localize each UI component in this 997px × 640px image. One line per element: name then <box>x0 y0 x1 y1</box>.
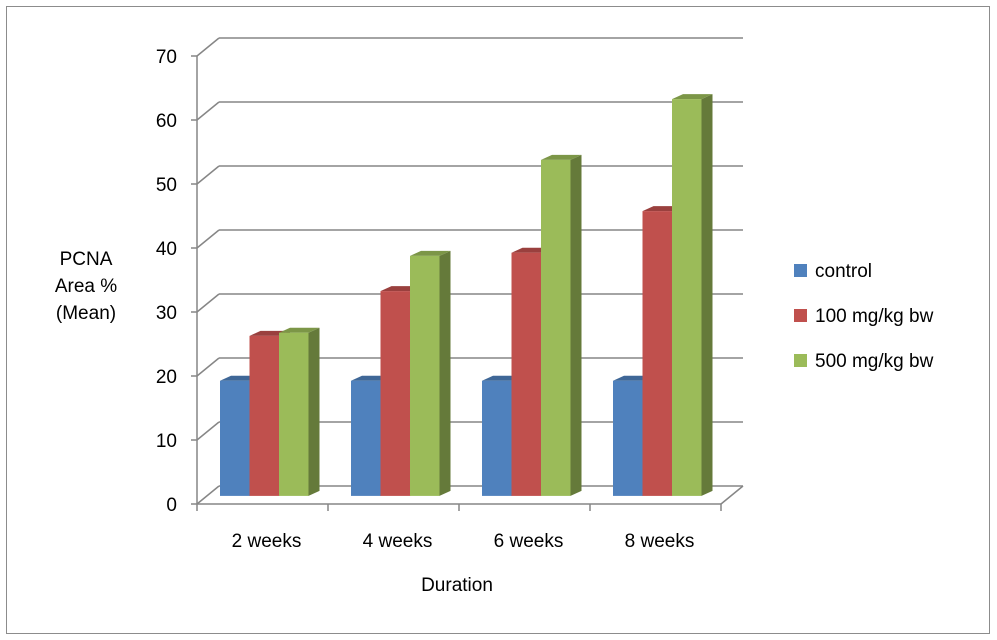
bar-side <box>308 327 320 496</box>
floor-edge <box>720 485 744 505</box>
y-axis-label-line-2: Area % <box>55 276 117 297</box>
y-axis-label-line-3: (Mean) <box>56 303 116 324</box>
y-tick-label: 20 <box>156 367 177 388</box>
legend-swatch <box>794 309 807 322</box>
bar-side <box>701 94 713 496</box>
gridline-diagonal <box>196 229 220 249</box>
legend-item: 500 mg/kg bw <box>794 351 934 372</box>
x-tick-label: 8 weeks <box>625 531 695 552</box>
y-tick-label: 30 <box>156 303 177 324</box>
bar-front <box>482 380 512 496</box>
bar-front <box>351 380 381 496</box>
bar <box>613 375 654 496</box>
bar-front <box>279 332 309 496</box>
bar <box>279 327 320 496</box>
bar-top <box>541 154 582 160</box>
bar-front <box>511 252 541 496</box>
x-tick-labels: 2 weeks 4 weeks 6 weeks 8 weeks <box>232 531 695 552</box>
bar-front <box>220 380 250 496</box>
gridline-diagonal <box>196 101 220 121</box>
legend-swatch <box>794 264 807 277</box>
y-tick-label: 40 <box>156 239 177 260</box>
gridline-diagonal <box>196 37 220 57</box>
bar-side <box>439 250 451 496</box>
y-tick-label: 0 <box>166 495 177 516</box>
bars <box>220 94 713 496</box>
y-axis-label-line-1: PCNA <box>60 249 113 270</box>
legend-swatch <box>794 354 807 367</box>
bar-top <box>410 250 451 256</box>
gridline-diagonal <box>196 165 220 185</box>
chart-frame: 0 10 20 30 40 50 60 70 2 weeks 4 weeks 6 weeks 8 w… <box>6 6 990 634</box>
y-tick-label: 50 <box>156 175 177 196</box>
bar-front <box>410 255 440 496</box>
bar <box>541 154 582 496</box>
gridline-diagonal <box>196 357 220 377</box>
gridline-diagonal <box>196 421 220 441</box>
x-axis-label: Duration <box>421 575 493 596</box>
legend-item: 100 mg/kg bw <box>794 306 934 327</box>
x-tick-label: 2 weeks <box>232 531 302 552</box>
bar-top <box>672 94 713 100</box>
legend: control 100 mg/kg bw 500 mg/kg bw <box>794 261 934 372</box>
bar-front <box>380 291 410 496</box>
bar-front <box>672 99 702 496</box>
legend-item: control <box>794 261 872 282</box>
gridline-diagonal <box>196 293 220 313</box>
bar-front <box>642 211 672 496</box>
y-tick-label: 60 <box>156 111 177 132</box>
bar-side <box>570 154 582 496</box>
bar-front <box>541 159 571 496</box>
y-tick-label: 70 <box>156 47 177 68</box>
bar <box>672 94 713 496</box>
bar-top <box>279 327 320 333</box>
y-tick-labels: 0 10 20 30 40 50 60 70 <box>156 47 177 516</box>
bar-front <box>613 380 643 496</box>
bar-chart: 0 10 20 30 40 50 60 70 2 weeks 4 weeks 6 weeks 8 w… <box>55 37 934 596</box>
legend-label: 100 mg/kg bw <box>815 306 934 327</box>
bar <box>410 250 451 496</box>
x-tick-label: 6 weeks <box>494 531 564 552</box>
bar-front <box>249 335 279 496</box>
legend-label: control <box>815 261 872 282</box>
y-tick-label: 10 <box>156 431 177 452</box>
legend-label: 500 mg/kg bw <box>815 351 934 372</box>
gridline-diagonal <box>196 485 220 505</box>
x-tick-label: 4 weeks <box>363 531 433 552</box>
